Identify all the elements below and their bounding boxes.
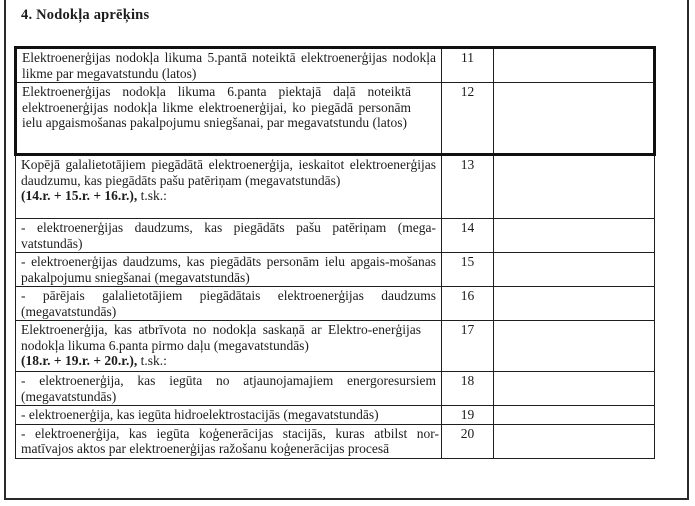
row-label: Kopējā galalietotājiem piegādātā elektro…	[21, 157, 436, 188]
table-row: Elektroenerģija, kas atbrīvota no nodokļ…	[15, 320, 655, 372]
row-label: - elektroenerģija, kas iegūta koģenerāci…	[21, 425, 439, 457]
row-formula-line: (18.r. + 19.r. + 20.r.), t.sk.:	[21, 353, 421, 369]
row-label: Elektroenerģijas nodokļa likuma 6.panta …	[22, 84, 411, 130]
row-number: 11	[441, 47, 494, 83]
row-number: 15	[441, 252, 494, 287]
row-value-cell	[493, 82, 655, 155]
row-label: Elektroenerģija, kas atbrīvota no nodokļ…	[21, 322, 421, 353]
table-row: Elektroenerģijas nodokļa likuma 6.panta …	[15, 82, 655, 155]
row-number: 13	[441, 154, 494, 219]
table-row: - elektroenerģija, kas iegūta hidroelekt…	[15, 405, 655, 425]
row-value-cell	[493, 371, 655, 406]
row-value-cell	[493, 405, 655, 425]
row-label-cell: - elektroenerģijas daudzums, kas piegādā…	[15, 252, 442, 287]
table-row: - elektroenerģijas daudzums, kas piegādā…	[15, 252, 655, 287]
row-label: - elektroenerģijas daudzums, kas piegādā…	[21, 254, 436, 285]
row-number: 19	[441, 405, 494, 425]
row-label-cell: - elektroenerģija, kas iegūta koģenerāci…	[15, 423, 442, 459]
row-label: - elektroenerģijas daudzums, kas piegādā…	[21, 220, 436, 251]
row-label: - pārējais galalietotājiem piegādātais e…	[21, 288, 436, 319]
row-formula-suffix: t.sk.:	[137, 353, 167, 368]
row-value-cell	[493, 218, 655, 253]
rate-rows-block: Elektroenerģijas nodokļa likuma 5.pantā …	[15, 47, 655, 155]
row-value-cell	[493, 320, 655, 372]
section-title: 4. Nodokļa aprēķins	[21, 7, 150, 23]
row-value-cell	[493, 423, 655, 459]
row-number: 12	[441, 82, 494, 155]
row-label: - elektroenerģija, kas iegūta hidroelekt…	[21, 407, 379, 422]
table-row: Elektroenerģijas nodokļa likuma 5.pantā …	[15, 47, 655, 83]
row-label-cell: - pārējais galalietotājiem piegādātais e…	[15, 286, 442, 321]
row-number: 14	[441, 218, 494, 253]
table-row: - elektroenerģijas daudzums, kas piegādā…	[15, 218, 655, 253]
row-number: 17	[441, 320, 494, 372]
row-label-cell: Elektroenerģija, kas atbrīvota no nodokļ…	[15, 320, 442, 372]
row-label-cell: - elektroenerģijas daudzums, kas piegādā…	[15, 218, 442, 253]
row-label: Elektroenerģijas nodokļa likuma 5.pantā …	[22, 50, 436, 81]
row-formula: (18.r. + 19.r. + 20.r.),	[21, 353, 138, 368]
row-formula-suffix: t.sk.:	[137, 188, 167, 203]
quantity-rows-block: Kopējā galalietotājiem piegādātā elektro…	[15, 154, 655, 459]
row-number: 18	[441, 371, 494, 406]
row-label-cell: - elektroenerģija, kas iegūta hidroelekt…	[15, 405, 442, 425]
table-row: - elektroenerģija, kas iegūta no atjauno…	[15, 371, 655, 406]
table-row: Kopējā galalietotājiem piegādātā elektro…	[15, 154, 655, 219]
row-number: 20	[441, 423, 494, 459]
row-label-cell: Elektroenerģijas nodokļa likuma 5.pantā …	[15, 47, 442, 83]
row-value-cell	[493, 154, 655, 219]
row-value-cell	[493, 252, 655, 287]
row-label-cell: - elektroenerģija, kas iegūta no atjauno…	[15, 371, 442, 406]
row-label: - elektroenerģija, kas iegūta no atjauno…	[21, 373, 436, 404]
row-label-cell: Kopējā galalietotājiem piegādātā elektro…	[15, 154, 442, 219]
row-formula-line: (14.r. + 15.r. + 16.r.), t.sk.:	[21, 188, 436, 204]
row-number: 16	[441, 286, 494, 321]
tax-calculation-table: Elektroenerģijas nodokļa likuma 5.pantā …	[14, 46, 656, 459]
row-formula: (14.r. + 15.r. + 16.r.),	[21, 188, 138, 203]
row-label-cell: Elektroenerģijas nodokļa likuma 6.panta …	[15, 82, 442, 155]
row-value-cell	[493, 286, 655, 321]
table-row: - elektroenerģija, kas iegūta koģenerāci…	[15, 423, 655, 459]
row-value-cell	[493, 47, 655, 83]
table-row: - pārējais galalietotājiem piegādātais e…	[15, 286, 655, 321]
